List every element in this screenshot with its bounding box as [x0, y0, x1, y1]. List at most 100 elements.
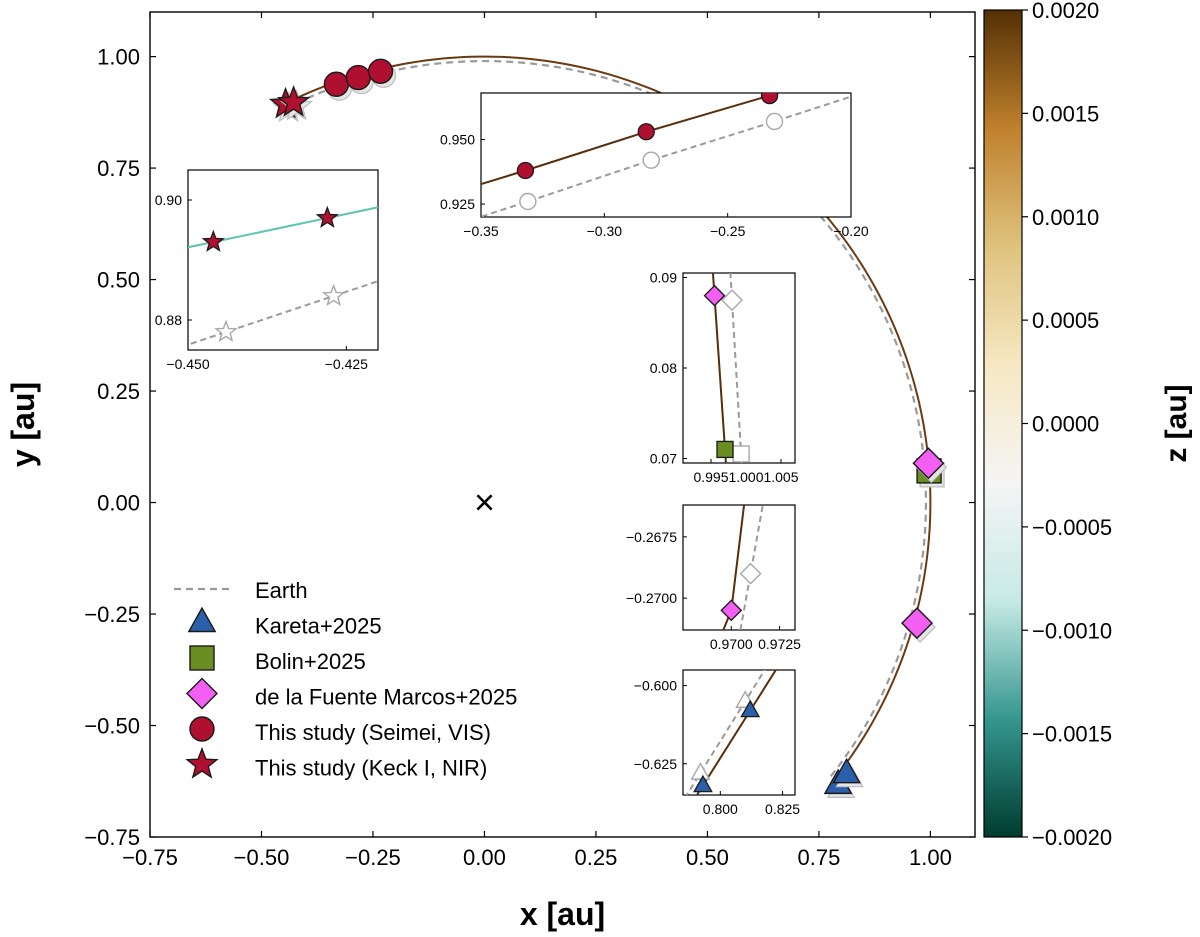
colorbar-tick-label: −0.0005	[1032, 515, 1112, 540]
inset-y-tick-label: 0.08	[650, 360, 677, 376]
inset-earth-line	[739, 505, 764, 630]
colorbar-tick-label: 0.0000	[1032, 412, 1099, 437]
legend-label: Bolin+2025	[255, 649, 366, 674]
y-tick-label: 1.00	[97, 45, 140, 70]
data-point	[832, 757, 861, 784]
inset-5: 0.800 0.825 −0.600 −0.625	[634, 669, 800, 817]
inset-y-tick-label: 0.90	[155, 192, 182, 208]
inset-data-point	[315, 205, 339, 228]
inset-frame	[682, 272, 796, 464]
inset-y-tick-label: 0.07	[650, 450, 677, 466]
inset-frame	[187, 169, 379, 351]
inset-reference-marker	[721, 289, 743, 312]
inset-y-tick-label: −0.2700	[626, 590, 677, 606]
inset-content	[188, 205, 378, 346]
legend-swatch	[189, 645, 215, 671]
legend-label: de la Fuente Marcos+2025	[255, 685, 517, 710]
inset-x-tick-label: −0.35	[463, 223, 499, 239]
data-point	[367, 58, 394, 85]
object-orbit	[282, 55, 932, 780]
legend-label: Earth	[255, 578, 308, 603]
legend-swatch	[185, 746, 219, 779]
sun-marker: ×	[474, 482, 495, 523]
inset-reference-marker	[214, 319, 238, 343]
x-tick-label: −0.25	[345, 845, 401, 870]
colorbar-gradient	[983, 9, 1023, 838]
y-tick-label: −0.50	[84, 714, 140, 739]
x-tick-label: −0.50	[234, 845, 290, 870]
colorbar-tick-label: 0.0010	[1032, 205, 1099, 230]
y-tick-label: 0.50	[97, 268, 140, 293]
y-tick-label: 0.25	[97, 379, 140, 404]
inset-data-point	[692, 774, 713, 793]
inset-reference-marker	[321, 283, 346, 307]
inset-x-tick-label: −0.450	[166, 356, 209, 372]
x-tick-label: 0.00	[463, 845, 506, 870]
legend-entry: Earth	[174, 578, 308, 603]
data-point	[901, 607, 934, 640]
legend-entry: This study (Keck I, NIR)	[185, 746, 487, 781]
x-tick-label: 0.25	[575, 845, 618, 870]
inset-4: 0.9700 0.9725 −0.2675 −0.2700	[626, 504, 801, 652]
inset-y-tick-label: −0.2675	[626, 529, 677, 545]
colorbar: 0.0020 0.0015 0.0010 0.0005 0.0000 −0.0005 −0.…	[983, 0, 1193, 850]
inset-2: −0.35 −0.30 −0.25 −0.20 0.950 0.925	[440, 92, 869, 239]
x-tick-label: 0.50	[686, 845, 729, 870]
inset-y-tick-label: 0.09	[650, 270, 677, 286]
inset-y-tick-label: 0.925	[440, 196, 475, 212]
inset-data-point	[201, 229, 225, 252]
inset-content	[685, 670, 778, 795]
x-tick-label: −0.75	[122, 845, 178, 870]
inset-content	[703, 273, 750, 463]
inset-y-tick-label: 0.88	[155, 312, 182, 328]
y-tick-label: −0.25	[84, 602, 140, 627]
colorbar-tick-label: −0.0015	[1032, 722, 1112, 747]
inset-y-tick-label: 0.950	[440, 132, 475, 148]
colorbar-label: z [au]	[1160, 384, 1193, 462]
inset-x-tick-label: 1.000	[728, 469, 763, 485]
inset-x-tick-label: 0.9700	[710, 636, 753, 652]
legend-label: This study (Seimei, VIS)	[255, 720, 491, 745]
inset-x-tick-label: −0.20	[833, 223, 869, 239]
inset-object-line	[711, 273, 727, 463]
inset-reference-marker	[739, 562, 762, 585]
inset-x-tick-label: −0.25	[710, 223, 746, 239]
inset-data-point	[516, 161, 535, 180]
earth-orbit	[285, 59, 928, 778]
inset-reference-marker	[519, 192, 537, 211]
legend: Earth Kareta+2025 Bolin+2025 de la Fuente M…	[174, 578, 517, 781]
inset-x-tick-label: 0.800	[703, 801, 738, 817]
legend-swatch	[189, 716, 215, 742]
x-tick-label: 0.75	[798, 845, 841, 870]
x-tick-label: 1.00	[909, 845, 952, 870]
legend-entry: Bolin+2025	[189, 645, 366, 674]
inset-y-tick-label: −0.625	[634, 756, 677, 772]
inset-object-line	[695, 670, 778, 795]
inset-data-point	[740, 699, 761, 718]
inset-3: 0.995 1.000 1.005 0.09 0.08 0.07	[650, 270, 799, 485]
inset-data-point	[760, 93, 779, 105]
inset-object-line	[188, 206, 378, 249]
y-tick-label: −0.75	[84, 825, 140, 850]
y-tick-label: 0.75	[97, 156, 140, 181]
data-point	[276, 84, 311, 117]
inset-x-tick-label: 0.825	[765, 801, 800, 817]
inset-data-point	[716, 440, 734, 459]
inset-x-tick-label: 0.9725	[758, 636, 801, 652]
legend-swatch	[187, 606, 217, 633]
inset-earth-line	[188, 280, 378, 346]
inset-content	[481, 93, 851, 217]
y-axis-label: y [au]	[5, 382, 41, 467]
colorbar-tick-label: 0.0005	[1032, 308, 1099, 333]
inset-reference-marker	[642, 151, 660, 169]
colorbar-tick-label: −0.0020	[1032, 825, 1112, 850]
inset-data-point	[637, 123, 655, 141]
legend-label: Kareta+2025	[255, 614, 382, 639]
colorbar-tick-label: 0.0020	[1032, 0, 1099, 23]
legend-label: This study (Keck I, NIR)	[255, 756, 487, 781]
data-point	[912, 447, 945, 480]
inset-reference-marker	[765, 112, 784, 131]
inset-y-tick-label: −0.600	[634, 678, 677, 694]
inset-x-tick-label: −0.30	[587, 223, 623, 239]
